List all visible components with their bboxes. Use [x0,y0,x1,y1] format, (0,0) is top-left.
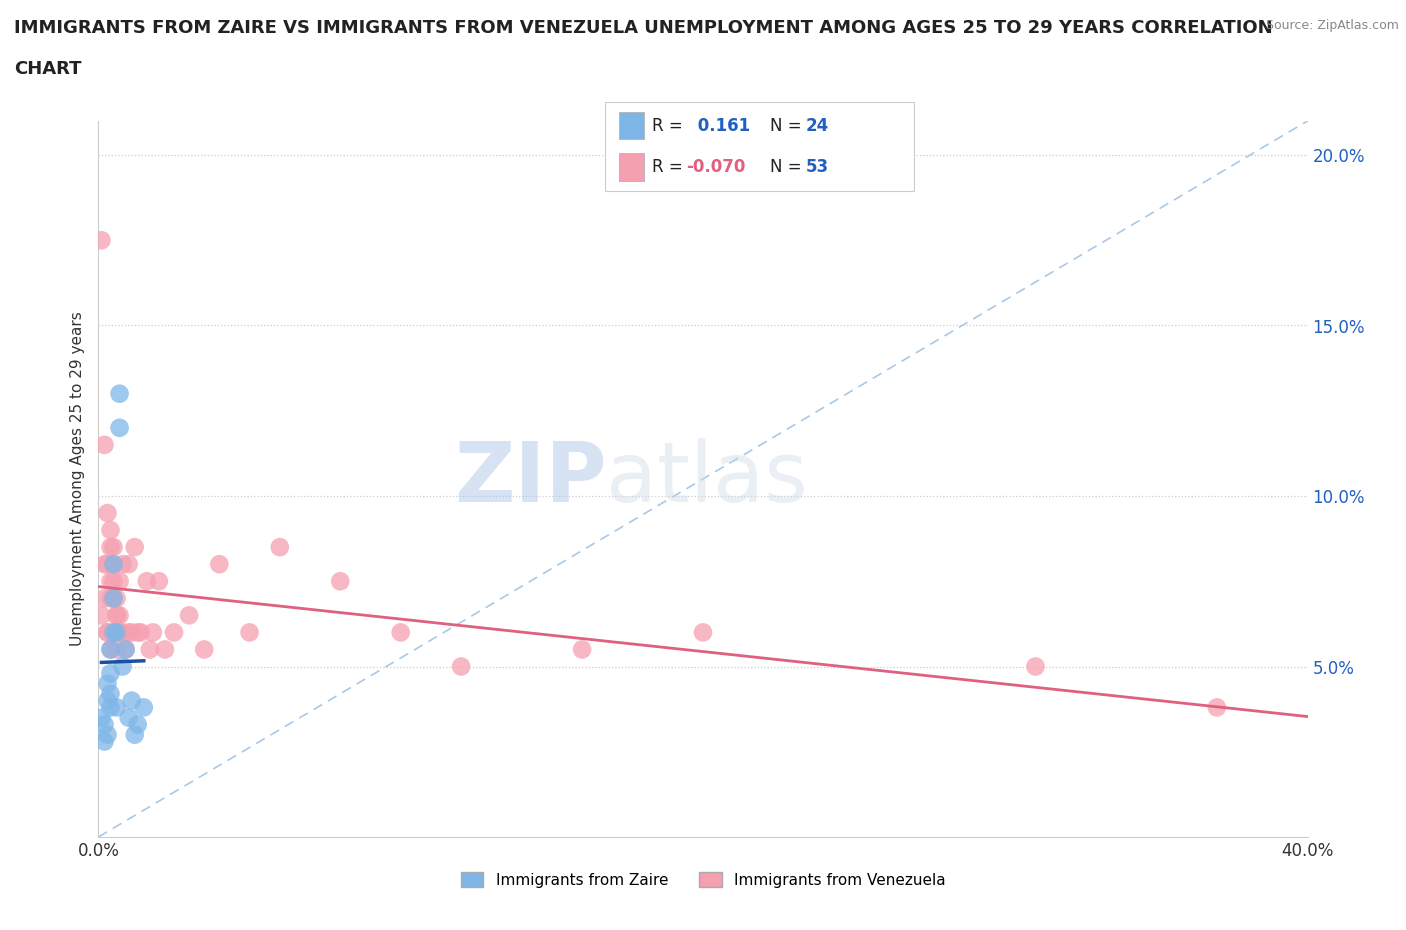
Point [129,625,152,640]
Text: -0.070: -0.070 [686,158,745,177]
Text: 0.161: 0.161 [692,116,749,135]
Text: 24: 24 [806,116,830,135]
Point [108,625,131,640]
Y-axis label: Unemployment Among Ages 25 to 29 years: Unemployment Among Ages 25 to 29 years [70,312,86,646]
Point [111,557,134,572]
Point [239,625,262,640]
Point [108,420,131,435]
Point [105,625,128,640]
Point [100,700,122,715]
Point [93,437,115,452]
Point [100,574,122,589]
Point [121,625,143,640]
Point [105,608,128,623]
Point [111,625,134,640]
Point [96,557,118,572]
Text: CHART: CHART [14,60,82,78]
Point [1206,700,1229,715]
Point [108,386,131,401]
Point [103,625,125,640]
Point [100,539,122,554]
Point [103,591,125,605]
Point [124,539,146,554]
Point [105,608,128,623]
Point [450,659,472,674]
Point [100,523,122,538]
Point [148,574,170,589]
Point [90,232,112,247]
Point [118,557,141,572]
Point [114,642,136,657]
Point [121,693,143,708]
Point [105,591,128,605]
Point [100,686,122,701]
Point [571,642,593,657]
Point [96,625,118,640]
Point [96,676,118,691]
Point [100,666,122,681]
Point [389,625,412,640]
Legend: Immigrants from Zaire, Immigrants from Venezuela: Immigrants from Zaire, Immigrants from V… [454,866,952,894]
Point [103,557,125,572]
Point [96,727,118,742]
Point [103,539,125,554]
Point [193,642,215,657]
Point [132,700,155,715]
Point [127,625,149,640]
Point [90,608,112,623]
Point [100,591,122,605]
Point [118,711,141,725]
Point [208,557,231,572]
Text: N =: N = [770,158,807,177]
Point [96,506,118,521]
Point [139,642,162,657]
Text: IMMIGRANTS FROM ZAIRE VS IMMIGRANTS FROM VENEZUELA UNEMPLOYMENT AMONG AGES 25 TO: IMMIGRANTS FROM ZAIRE VS IMMIGRANTS FROM… [14,19,1272,36]
Point [163,625,186,640]
Point [114,642,136,657]
Point [96,625,118,640]
Text: ZIP: ZIP [454,438,606,520]
Text: Source: ZipAtlas.com: Source: ZipAtlas.com [1265,19,1399,32]
Point [100,642,122,657]
Point [111,659,134,674]
Point [329,574,352,589]
Text: N =: N = [770,116,807,135]
Point [142,625,165,640]
Text: R =: R = [652,116,689,135]
Point [105,700,128,715]
Point [103,557,125,572]
Point [124,727,146,742]
Point [118,625,141,640]
Point [93,557,115,572]
Point [269,539,291,554]
Point [103,591,125,605]
Text: R =: R = [652,158,689,177]
Point [127,717,149,732]
Point [103,625,125,640]
Text: atlas: atlas [606,438,808,520]
Point [100,642,122,657]
Point [108,608,131,623]
Point [96,693,118,708]
Point [153,642,176,657]
Point [93,734,115,749]
Point [1024,659,1046,674]
Point [105,642,128,657]
Point [108,574,131,589]
Text: 53: 53 [806,158,828,177]
Point [93,717,115,732]
Point [93,591,115,605]
Point [692,625,714,640]
Point [90,711,112,725]
Point [135,574,157,589]
Point [179,608,201,623]
Point [103,574,125,589]
